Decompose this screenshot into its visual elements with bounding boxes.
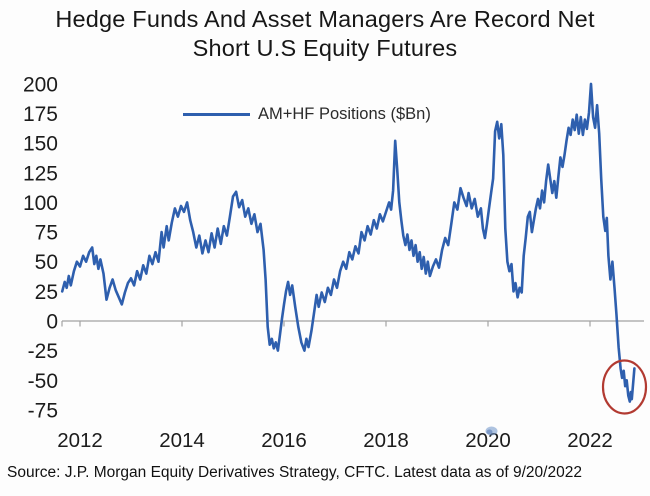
svg-text:100: 100 <box>23 192 58 215</box>
svg-text:0: 0 <box>46 311 58 334</box>
artifact-smudge <box>485 426 498 436</box>
y-axis-labels: 200 175 150 125 100 75 50 25 0 -25 -50 -75 <box>23 73 58 422</box>
svg-text:150: 150 <box>23 133 58 156</box>
svg-text:-75: -75 <box>28 399 58 422</box>
x-axis-labels: 2012 2014 2016 2018 2020 2022 <box>57 429 613 452</box>
chart-title: Hedge Funds And Asset Managers Are Recor… <box>0 5 650 63</box>
zero-axis <box>61 320 644 327</box>
svg-text:2022: 2022 <box>567 429 613 452</box>
series-line <box>60 82 636 403</box>
svg-text:200: 200 <box>23 73 58 96</box>
svg-text:125: 125 <box>23 162 58 185</box>
legend: AM+HF Positions ($Bn) <box>183 103 431 125</box>
svg-text:-50: -50 <box>28 370 58 393</box>
legend-line-swatch <box>183 112 250 116</box>
svg-text:25: 25 <box>35 281 58 304</box>
svg-text:2014: 2014 <box>159 429 205 452</box>
svg-text:75: 75 <box>35 222 58 245</box>
svg-text:2018: 2018 <box>363 429 409 452</box>
chart-title-line1: Hedge Funds And Asset Managers Are Recor… <box>55 6 595 32</box>
svg-text:175: 175 <box>23 103 58 126</box>
svg-text:2020: 2020 <box>465 429 511 452</box>
svg-text:2012: 2012 <box>57 429 103 452</box>
svg-text:50: 50 <box>35 251 58 274</box>
svg-text:2016: 2016 <box>261 429 307 452</box>
source-note: Source: J.P. Morgan Equity Derivatives S… <box>7 464 582 481</box>
chart-title-line2: Short U.S Equity Futures <box>192 35 458 61</box>
annotation-circle <box>601 359 648 415</box>
svg-text:-25: -25 <box>28 340 58 363</box>
legend-label: AM+HF Positions ($Bn) <box>258 104 431 123</box>
